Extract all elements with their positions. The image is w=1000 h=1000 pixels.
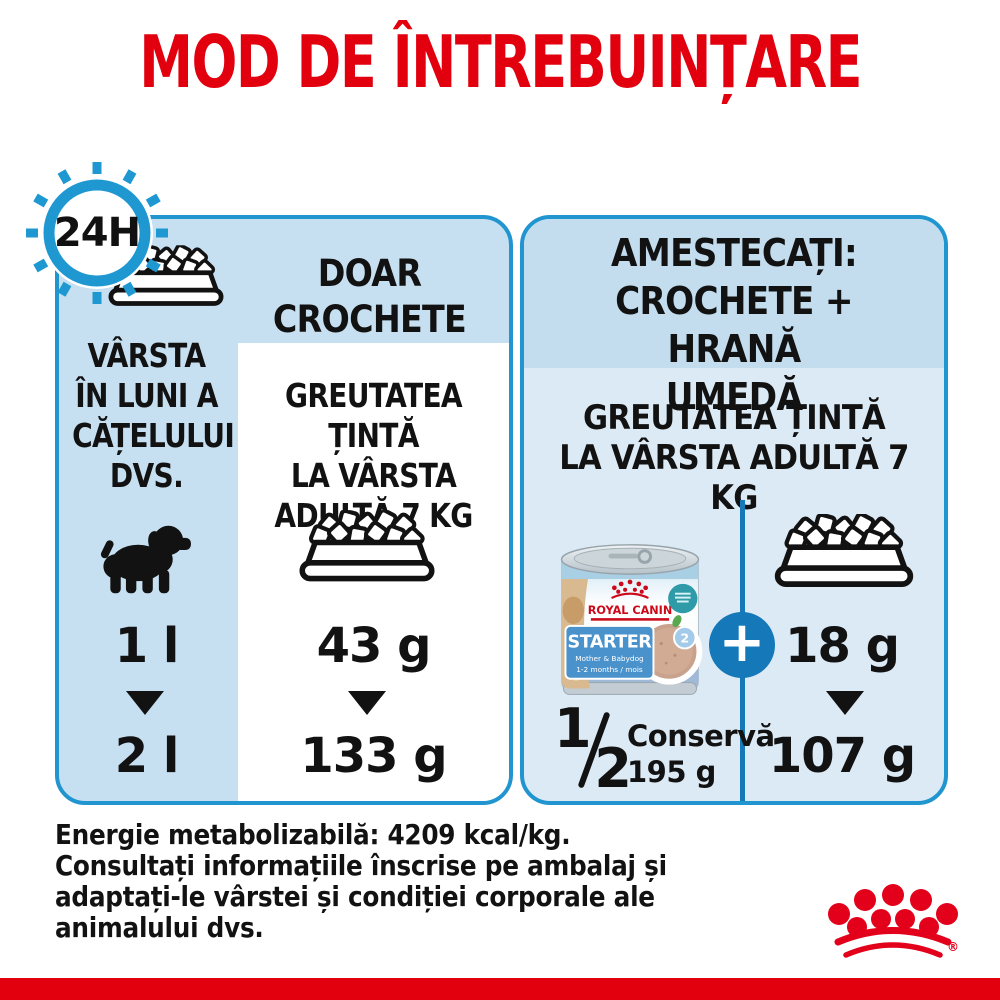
- mix-panel-header-background: [524, 219, 944, 368]
- mix-title-line: UMEDĂ: [665, 375, 803, 419]
- down-arrow-icon: [826, 691, 864, 715]
- wet-unit-label: Conservă: [627, 719, 775, 753]
- age-column-header: VÂRSTA ÎN LUNI A CĂȚELULUI DVS.: [59, 336, 235, 496]
- can-product-text: STARTER: [568, 632, 653, 652]
- can-subtitle-text: Mother & Babydog: [575, 654, 644, 663]
- clock-label: 24H: [53, 210, 141, 256]
- age-to-value: 2 l: [114, 728, 180, 784]
- dry-from-value: 43 g: [316, 618, 432, 674]
- bottom-red-bar: [0, 978, 1000, 1000]
- target-weight-line: LA VÂRSTA: [290, 456, 457, 495]
- dry-to-value: 133 g: [300, 728, 447, 784]
- kibble-bowl-icon: [293, 510, 441, 599]
- dry-only-title: DOAR CROCHETE: [234, 251, 505, 343]
- age-header-line: VÂRSTA: [87, 336, 207, 375]
- age-header-line: DVS.: [109, 456, 184, 495]
- age-from-value: 1 l: [114, 618, 180, 674]
- fraction-denominator: 2: [594, 737, 632, 800]
- mix-target-weight-line: GREUTATEA ȚINTĂ: [583, 398, 886, 438]
- mix-title-line: AMESTECAȚI:: [611, 231, 858, 275]
- clock-24h-icon: 24H: [22, 158, 172, 308]
- page-title: MOD DE ÎNTREBUINȚARE: [139, 20, 862, 104]
- mix-dry-from-value: 18 g: [785, 618, 900, 674]
- mix-dry-to-value: 107 g: [768, 728, 916, 784]
- mix-title-line: CROCHETE + HRANĂ: [615, 279, 853, 371]
- can-stage-badge: [673, 625, 697, 650]
- dry-only-title-line: CROCHETE: [272, 298, 467, 341]
- mix-target-weight-header: GREUTATEA ȚINTĂ LA VÂRSTA ADULTĂ 7 KG: [524, 398, 944, 518]
- kibble-bowl-icon: [768, 514, 920, 605]
- mix-target-weight-line: LA VÂRSTA ADULTĂ 7 KG: [559, 438, 909, 518]
- target-weight-line: GREUTATEA ȚINTĂ: [285, 376, 463, 455]
- can-sticker: [668, 583, 698, 614]
- wet-food-can: ROYAL CANIN STARTER Mother & Babydog 1-2…: [560, 544, 703, 695]
- fraction-numerator: 1: [554, 697, 592, 760]
- plus-icon: +: [709, 612, 775, 678]
- leaf-icon: [672, 615, 682, 627]
- plus-sign: +: [718, 609, 766, 675]
- footer-line: animalului dvs.: [55, 912, 264, 944]
- can-stage-number: 2: [680, 631, 689, 646]
- target-weight-header: GREUTATEA ȚINTĂ LA VÂRSTA ADULTĂ 7 KG: [238, 376, 509, 536]
- footer-line: Energie metabolizabilă: 4209 kcal/kg.: [55, 819, 571, 851]
- puppy-icon: [93, 516, 197, 603]
- down-arrow-icon: [348, 691, 386, 715]
- age-header-line: CĂȚELULUI: [72, 416, 235, 455]
- can-product-band: [564, 624, 655, 680]
- can-crown-logo: [612, 579, 648, 594]
- wet-fraction: 1 2: [554, 702, 632, 800]
- down-arrow-icon: [126, 691, 164, 715]
- footer-note: Energie metabolizabilă: 4209 kcal/kg. Co…: [55, 820, 775, 944]
- dry-only-title-line: DOAR: [317, 252, 422, 295]
- can-brand-text: ROYAL CANIN: [588, 604, 673, 617]
- age-header-line: ÎN LUNI A: [75, 376, 218, 415]
- can-age-range-text: 1-2 months / mois: [576, 665, 643, 674]
- mix-panel: AMESTECAȚI: CROCHETE + HRANĂ UMEDĂ GREUT…: [520, 215, 948, 805]
- dry-only-panel: DOAR CROCHETE VÂRSTA ÎN LUNI A CĂȚELULUI…: [55, 215, 513, 805]
- footer-line: adaptați-le vârstei și condiției corpora…: [55, 881, 655, 913]
- registered-mark: ®: [947, 940, 959, 954]
- footer-line: Consultați informațiile înscrise pe amba…: [55, 850, 667, 882]
- royal-canin-crown-logo: ®: [828, 884, 959, 958]
- mix-title: AMESTECAȚI: CROCHETE + HRANĂ UMEDĂ: [524, 229, 944, 421]
- wet-unit-weight: 195 g: [627, 755, 716, 789]
